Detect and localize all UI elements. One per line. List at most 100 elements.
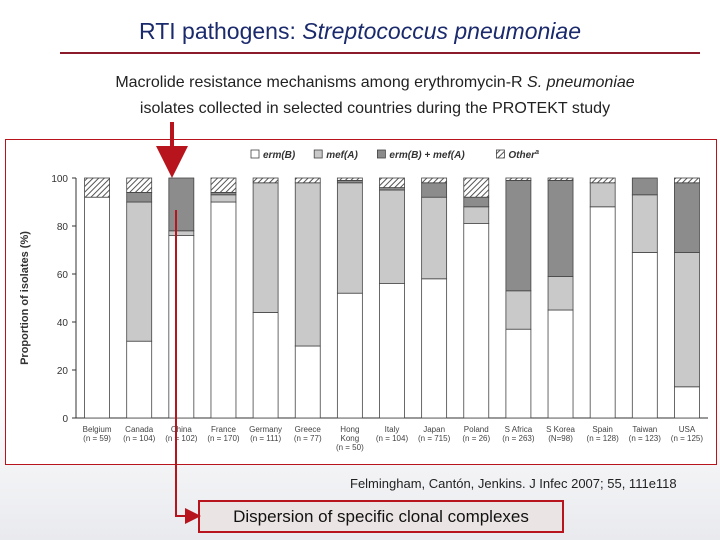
bar-segment-4: [463, 177, 490, 198]
bar-segment-1: [631, 252, 658, 419]
x-tick-label: USA: [679, 425, 696, 434]
y-tick-label: 40: [57, 318, 69, 329]
bar-segment-2: [379, 189, 405, 284]
bar-segment-3: [547, 180, 574, 277]
x-tick-label: France: [211, 425, 236, 434]
x-tick-n-label: (n = 125): [671, 434, 704, 443]
slide-title: RTI pathogens: Streptococcus pneumoniae: [0, 18, 720, 45]
bar-segment-1: [84, 196, 110, 419]
x-tick-n-label: (n = 715): [418, 434, 451, 443]
bar-segment-1: [336, 292, 363, 419]
bar-segment-1: [589, 206, 616, 419]
x-tick-label: Spain: [592, 425, 612, 434]
callout-box: Dispersion of specific clonal complexes: [198, 500, 564, 533]
x-tick-label: Germany: [249, 425, 282, 434]
subtitle-text: Macrolide resistance mechanisms among er…: [115, 74, 528, 91]
bar-segment-3: [421, 182, 448, 198]
bar-segment-3: [463, 196, 490, 208]
title-underline: [60, 52, 700, 54]
bar-segment-4: [336, 177, 363, 181]
bar-segment-1: [674, 386, 700, 419]
x-tick-n-label: (n = 111): [250, 434, 281, 443]
x-tick-n-label: (n = 104): [376, 434, 409, 443]
x-tick-label: Poland: [464, 425, 489, 434]
x-tick-n-label: (n = 128): [587, 434, 620, 443]
bar-segment-1: [421, 278, 448, 419]
x-tick-n-label: (n = 104): [123, 434, 156, 443]
x-tick-n-label: (n = 26): [462, 434, 490, 443]
x-tick-n-label: (n = 102): [165, 434, 198, 443]
x-tick-label: China: [171, 425, 192, 434]
legend-label-4: Othera: [508, 149, 539, 161]
x-tick-n-label: (n = 123): [629, 434, 662, 443]
x-tick-n-label: (n = 263): [502, 434, 535, 443]
bar-segment-4: [547, 177, 574, 181]
bar-segment-3: [505, 180, 532, 292]
bar-segment-1: [547, 309, 574, 419]
legend-label-3: erm(B) + mef(A): [389, 150, 465, 161]
x-tick-n-label: (n = 170): [207, 434, 240, 443]
bar-segment-3: [168, 177, 195, 232]
bar-segment-3: [631, 177, 658, 196]
citation: Felmingham, Cantón, Jenkins. J Infec 200…: [350, 476, 677, 491]
y-tick-label: 20: [57, 366, 69, 377]
x-tick-n-label: (N=98): [548, 434, 573, 443]
bar-segment-2: [252, 182, 279, 313]
bar-segment-2: [547, 275, 574, 311]
x-tick-label: Canada: [125, 425, 154, 434]
bar-segment-2: [589, 182, 616, 208]
subtitle-line-2: isolates collected in selected countries…: [139, 100, 611, 117]
slide-subtitle: Macrolide resistance mechanisms among er…: [0, 70, 720, 122]
subtitle-line-1: Macrolide resistance mechanisms among er…: [0, 70, 720, 96]
x-tick-label: Italy: [385, 425, 400, 434]
bar-segment-2: [463, 206, 490, 225]
bar-segment-2: [210, 194, 237, 203]
bar-segment-2: [505, 290, 532, 330]
bar-segment-2: [421, 196, 448, 280]
bar-segment-4: [421, 177, 448, 184]
bar-segment-4: [589, 177, 616, 184]
bar-segment-4: [294, 177, 321, 184]
bar-segment-1: [379, 283, 405, 419]
x-tick-label: Belgium: [83, 425, 112, 434]
bar-segment-2: [126, 201, 153, 342]
legend-swatch-3: [376, 149, 386, 159]
x-tick-label: Kong: [341, 434, 360, 443]
legend-label-1: erm(B): [263, 150, 296, 161]
bar-segment-4: [252, 177, 279, 184]
x-tick-label: S Africa: [505, 425, 533, 434]
bar-segment-1: [463, 223, 490, 419]
bar-segment-1: [168, 235, 195, 419]
bar-segment-2: [631, 194, 658, 253]
title-organism: Streptococcus pneumoniae: [302, 18, 581, 44]
y-tick-label: 100: [51, 174, 68, 185]
bar-segment-4: [210, 177, 237, 193]
legend-swatch-1: [250, 149, 260, 159]
chart-frame: 0 20 40 60 80 100 Proportion of isolates (%) Be…: [5, 139, 717, 465]
x-tick-n-label: (n = 50): [336, 443, 364, 452]
bar-segment-1: [252, 311, 279, 419]
bar-segment-4: [505, 177, 532, 181]
subtitle-organism: S. pneumoniae: [527, 74, 635, 91]
title-plain: RTI pathogens:: [139, 18, 303, 44]
legend-swatch-4: [495, 149, 505, 159]
stacked-bar-chart: 0 20 40 60 80 100 Proportion of isolates (%) Be…: [19, 149, 708, 452]
y-tick-label: 60: [57, 270, 69, 281]
bar-segment-2: [336, 182, 363, 294]
y-axis-label: Proportion of isolates (%): [19, 231, 31, 365]
x-tick-n-label: (n = 77): [294, 434, 322, 443]
bar-segment-1: [294, 345, 321, 419]
y-tick-label: 0: [62, 414, 68, 425]
bar-segment-4: [674, 177, 700, 184]
x-tick-n-label: (n = 59): [83, 434, 111, 443]
bar-segment-1: [210, 201, 237, 419]
bar-segment-2: [674, 252, 700, 388]
bar-segment-3: [126, 192, 153, 203]
y-tick-label: 80: [57, 222, 69, 233]
bar-segment-3: [674, 182, 700, 253]
x-tick-label: Taiwan: [632, 425, 657, 434]
bar-segment-2: [294, 182, 321, 347]
x-tick-label: Greece: [295, 425, 322, 434]
bar-segment-1: [505, 328, 532, 419]
x-tick-label: Japan: [423, 425, 445, 434]
